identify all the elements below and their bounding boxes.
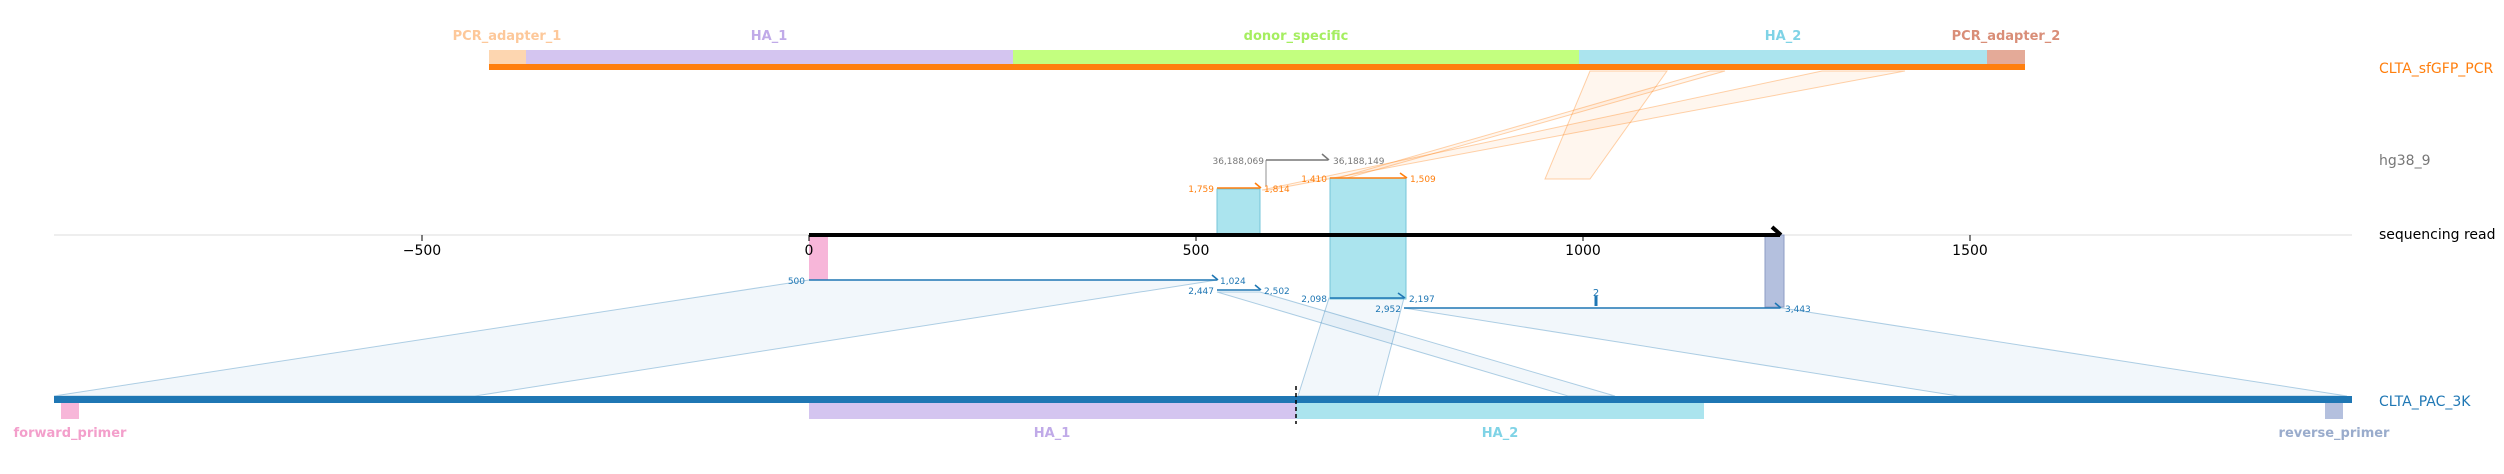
sequencing-read-arrow — [1770, 225, 1783, 237]
blue-alignment-right-label: 1,024 — [1220, 277, 1246, 287]
orange-alignment-right-label: 1,814 — [1264, 185, 1290, 195]
bottom-feature-label: HA_1 — [1034, 426, 1071, 441]
read-end-highlight-left — [809, 235, 828, 280]
top-feature-label: PCR_adapter_2 — [1952, 29, 2061, 44]
bottom-feature-label: HA_2 — [1482, 426, 1519, 441]
blue-alignment-right-label: 3,443 — [1785, 305, 1811, 315]
blue-alignment-arrow-4 — [1774, 302, 1782, 309]
orange-alignment-box-2 — [1329, 177, 1407, 300]
hg-alignment-start-label: 36,188,069 — [1212, 157, 1264, 167]
hg-alignment-end-label: 36,188,149 — [1333, 157, 1385, 167]
read-axis: 2 −500 0 500 1000 1500 — [54, 225, 2352, 308]
top-feature-label: donor_specific — [1244, 29, 1349, 44]
track-label-bottom: CLTA_PAC_3K — [2379, 394, 2471, 410]
top-feature-pcr-adapter-2 — [1987, 50, 2025, 65]
top-feature-label: HA_2 — [1765, 29, 1802, 44]
bottom-track: forward_primer HA_1 HA_2 reverse_primer — [14, 386, 2391, 441]
bottom-feature-reverse-primer — [2325, 403, 2343, 419]
read-end-highlight-right — [1764, 234, 1785, 308]
orange-alignment-arrow-2 — [1399, 172, 1408, 179]
top-feature-pcr-adapter-1 — [489, 50, 526, 65]
blue-alignment-arrow-2 — [1254, 284, 1262, 291]
blue-connections — [53, 279, 2348, 397]
axis-tick-label: 0 — [805, 243, 814, 259]
orange-alignment-right-label: 1,509 — [1410, 175, 1436, 185]
orange-connections — [1261, 70, 1906, 191]
axis-tick-label: 1000 — [1565, 243, 1601, 259]
blue-connection-1 — [53, 279, 1218, 397]
hg-alignment-arrow — [1321, 153, 1330, 161]
blue-alignment-left-label: 2,098 — [1301, 295, 1327, 305]
blue-alignments: 500 1,024 2,447 2,502 2,098 2,197 2,952 … — [788, 274, 1811, 315]
blue-alignment-right-label: 2,197 — [1409, 295, 1435, 305]
orange-alignments: 1,759 1,814 1,410 1,509 — [1188, 172, 1436, 300]
blue-alignment-right-label: 2,502 — [1264, 287, 1290, 297]
top-feature-label: PCR_adapter_1 — [453, 29, 562, 44]
bottom-feature-forward-primer — [61, 403, 79, 419]
bottom-feature-ha-2 — [1296, 403, 1704, 419]
track-label-top: CLTA_sfGFP_PCR — [2379, 61, 2493, 77]
blue-alignment-left-label: 2,447 — [1188, 287, 1214, 297]
track-label-hg: hg38_9 — [2379, 153, 2430, 169]
axis-tick-label: 1500 — [1952, 243, 1988, 259]
blue-alignment-arrow-3 — [1397, 292, 1406, 299]
bottom-feature-label: reverse_primer — [2279, 426, 2391, 441]
top-feature-donor-specific — [1013, 50, 1579, 65]
axis-tick-label: −500 — [403, 243, 441, 259]
blue-alignment-left-label: 500 — [788, 277, 805, 287]
hg-alignment: 36,188,069 36,188,149 — [1212, 153, 1385, 186]
orange-alignment-left-label: 1,759 — [1188, 185, 1214, 195]
bottom-track-bar — [54, 396, 2352, 403]
bottom-feature-ha-1 — [809, 403, 1296, 419]
top-feature-label: HA_1 — [751, 29, 788, 44]
orange-connection-3 — [1330, 70, 1726, 181]
orange-connection-2 — [1261, 70, 1906, 191]
axis-tick-label: 500 — [1183, 243, 1210, 259]
top-feature-ha-2 — [1579, 50, 1987, 65]
orange-connection-1 — [1544, 70, 1668, 180]
top-feature-ha-1 — [526, 50, 1013, 65]
track-label-read: sequencing read — [2379, 227, 2495, 243]
top-track: PCR_adapter_1 HA_1 donor_specific HA_2 P… — [453, 29, 2061, 70]
orange-alignment-box-1 — [1216, 188, 1261, 237]
blue-alignment-arrow-1 — [1211, 274, 1219, 281]
orange-alignment-arrow-1 — [1254, 182, 1262, 189]
bottom-feature-label: forward_primer — [14, 426, 128, 441]
orange-alignment-left-label: 1,410 — [1301, 175, 1327, 185]
axis-ticks: −500 0 500 1000 1500 — [403, 235, 1988, 259]
top-track-bar — [489, 64, 2025, 70]
blue-alignment-left-label: 2,952 — [1375, 305, 1401, 315]
insertion-label: 2 — [1593, 288, 1599, 299]
